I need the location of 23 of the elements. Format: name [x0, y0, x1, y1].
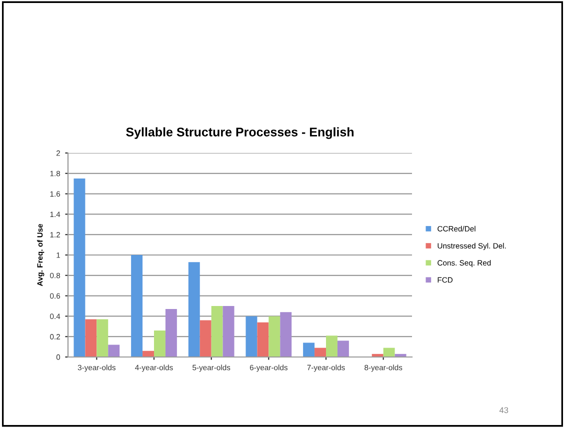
bar: [188, 262, 200, 357]
bar: [211, 306, 223, 357]
bar: [165, 309, 177, 357]
bar: [280, 312, 292, 357]
text: 43: [499, 407, 508, 414]
bar: [142, 350, 154, 357]
bar: [326, 336, 338, 357]
bar: [154, 330, 166, 357]
bar: [314, 348, 326, 357]
bar: [200, 320, 212, 357]
bar: [222, 306, 234, 357]
bar: [108, 344, 120, 357]
bar: [303, 342, 315, 357]
bar: [337, 340, 349, 357]
bar: [383, 348, 395, 357]
bar: [131, 255, 143, 357]
bar: [96, 319, 108, 357]
bar: [85, 319, 97, 357]
bar: [74, 178, 86, 357]
bar: [246, 316, 258, 357]
bar: [257, 322, 269, 357]
chart-title: Syllable Structure Processes - English: [126, 127, 354, 139]
bar: [268, 316, 280, 357]
